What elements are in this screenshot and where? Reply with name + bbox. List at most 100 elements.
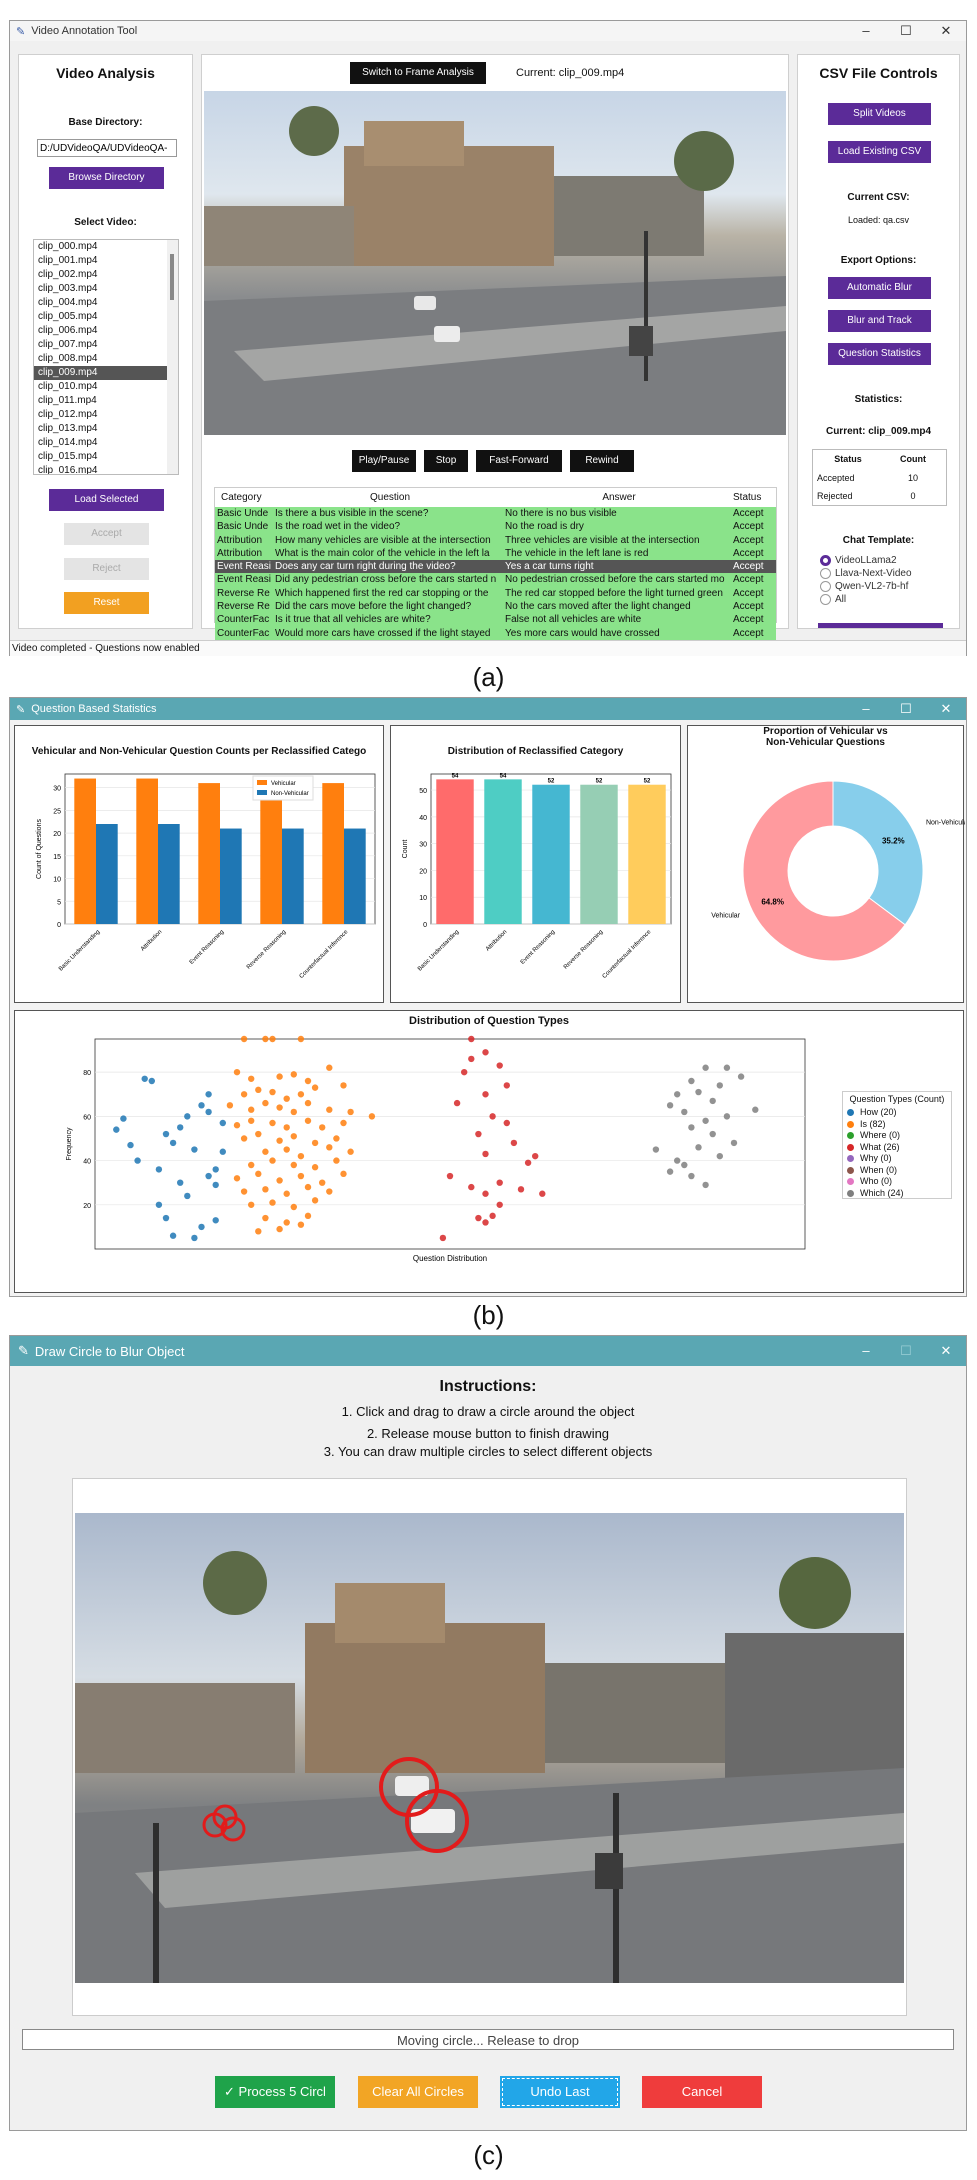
scatter-point (269, 1157, 276, 1164)
split-videos-button[interactable]: Split Videos (828, 103, 931, 125)
blur-and-track-button[interactable]: Blur and Track (828, 310, 931, 332)
chart-panel-grouped: Vehicular and Non-Vehicular Question Cou… (14, 725, 384, 1003)
template-radio[interactable]: Qwen-VL2-7b-hf (820, 580, 912, 593)
browse-directory-button[interactable]: Browse Directory (49, 167, 164, 189)
selection-circle[interactable] (220, 1816, 246, 1842)
y-tick-label: 10 (53, 877, 61, 884)
template-radio[interactable]: VideoLLama2 (820, 554, 912, 567)
col-status[interactable]: Status (733, 492, 762, 503)
minimize-icon[interactable]: – (862, 701, 870, 716)
scatter-point (226, 1102, 234, 1109)
scatter-point (723, 1113, 731, 1120)
reject-button[interactable]: Reject (64, 558, 149, 580)
y-tick-label: 40 (419, 815, 427, 822)
video-list-item[interactable]: clip_003.mp4 (38, 283, 98, 294)
switch-frame-analysis-button[interactable]: Switch to Frame Analysis (350, 62, 486, 84)
base-dir-label: Base Directory: (68, 117, 143, 128)
slice-percent: 64.8% (761, 897, 784, 906)
radio-icon[interactable] (820, 594, 831, 605)
scrollbar-thumb[interactable] (170, 254, 174, 300)
stop-button[interactable]: Stop (424, 450, 468, 472)
template-radio[interactable]: All (820, 593, 912, 606)
col-category[interactable]: Category (221, 492, 262, 503)
video-list-item[interactable]: clip_014.mp4 (38, 437, 98, 448)
video-list-item[interactable]: clip_002.mp4 (38, 269, 98, 280)
table-row[interactable]: Event Reasi Did any pedestrian cross befo… (215, 573, 776, 587)
legend-label: When (0) (860, 1164, 898, 1175)
video-list-item[interactable]: clip_000.mp4 (38, 241, 98, 252)
video-list-item[interactable]: clip_010.mp4 (38, 381, 98, 392)
video-list-item[interactable]: clip_005.mp4 (38, 311, 98, 322)
radio-icon[interactable] (820, 568, 831, 579)
close-icon[interactable]: ✕ (940, 701, 952, 716)
maximize-icon[interactable]: ☐ (900, 701, 912, 716)
table-cell: Accept (733, 587, 764, 599)
scatter-point (297, 1172, 305, 1180)
minimize-icon[interactable]: – (862, 23, 870, 38)
scatter-point (340, 1170, 347, 1178)
y-tick-label: 80 (83, 1070, 91, 1077)
close-icon[interactable]: ✕ (940, 1343, 952, 1358)
table-row[interactable]: Attribution What is the main color of the… (215, 546, 776, 561)
cancel-button[interactable]: Cancel (642, 2076, 762, 2108)
video-list-item[interactable]: clip_016.mp4 (38, 465, 98, 475)
base-dir-input[interactable] (37, 139, 177, 157)
stats-rejected-count: 0 (910, 491, 916, 501)
scatter-point (532, 1152, 539, 1160)
accept-button[interactable]: Accept (64, 523, 149, 545)
play-pause-button[interactable]: Play/Pause (352, 450, 416, 472)
table-row[interactable]: CounterFac Is it true that all vehicles a… (215, 613, 776, 627)
qa-table: Category Question Answer Status Basic Un… (214, 487, 777, 640)
table-row[interactable]: Basic Unde Is there a bus visible in the … (215, 507, 776, 521)
col-answer[interactable]: Answer (602, 492, 636, 503)
close-icon[interactable]: ✕ (940, 23, 952, 38)
video-list-item[interactable]: clip_009.mp4 (34, 366, 178, 380)
automatic-blur-button[interactable]: Automatic Blur (828, 277, 931, 299)
template-radio[interactable]: Llava-Next-Video (820, 567, 912, 580)
table-row[interactable]: Reverse Re Which happened first the red c… (215, 586, 776, 601)
feather-icon: ✎ (18, 1343, 29, 1358)
template-label: Llava-Next-Video (835, 568, 912, 579)
video-list-item[interactable]: clip_001.mp4 (38, 255, 98, 266)
scatter-point (248, 1075, 255, 1082)
video-list-item[interactable]: clip_007.mp4 (38, 339, 98, 350)
table-cell: Basic Unde (217, 508, 269, 519)
video-list-item[interactable]: clip_013.mp4 (38, 423, 98, 434)
table-row[interactable]: Reverse Re Did the cars move before the l… (215, 600, 776, 614)
undo-last-button[interactable]: Undo Last (500, 2076, 620, 2108)
col-question[interactable]: Question (369, 492, 411, 503)
radio-icon[interactable] (820, 581, 831, 592)
load-csv-button[interactable]: Load Existing CSV (828, 141, 931, 163)
clear-circles-button[interactable]: Clear All Circles (358, 2076, 478, 2108)
table-row[interactable]: Attribution How many vehicles are visible… (215, 533, 776, 547)
video-list-item[interactable]: clip_004.mp4 (38, 297, 98, 308)
table-row[interactable]: Event Reasi Does any car turn right durin… (215, 560, 776, 574)
chart-panel-category: Distribution of Reclassified Category 0 1… (390, 725, 681, 1003)
video-list-item[interactable]: clip_006.mp4 (38, 325, 98, 336)
load-selected-button[interactable]: Load Selected (49, 489, 164, 511)
fast-forward-button[interactable]: Fast-Forward (476, 450, 562, 472)
maximize-icon[interactable]: ☐ (900, 23, 912, 38)
scatter-point (205, 1091, 212, 1098)
drawing-canvas[interactable] (72, 1478, 907, 2016)
list-scrollbar[interactable] (167, 240, 178, 474)
legend-label: What (26) (860, 1141, 900, 1152)
video-list-item[interactable]: clip_012.mp4 (38, 409, 98, 420)
table-row[interactable]: Basic Unde Is the road wet in the video? N… (215, 520, 776, 534)
video-list-item[interactable]: clip_008.mp4 (38, 353, 98, 364)
scatter-point (297, 1091, 305, 1098)
video-frame[interactable] (204, 91, 786, 435)
table-row[interactable]: CounterFac Would more cars have crossed i… (215, 626, 776, 640)
process-circles-button[interactable]: ✓ Process 5 Circl (215, 2076, 335, 2108)
question-statistics-button[interactable]: Question Statistics (828, 343, 931, 365)
video-list-item[interactable]: clip_011.mp4 (38, 395, 97, 406)
video-list-item[interactable]: clip_015.mp4 (38, 451, 98, 462)
selection-circle[interactable] (405, 1789, 469, 1853)
rewind-button[interactable]: Rewind (570, 450, 634, 472)
radio-icon[interactable] (820, 555, 831, 566)
reset-button[interactable]: Reset (64, 592, 149, 614)
category-bar-chart: 0 10 20 30 40 50 Count 54 Basic Understanding 54 A… (402, 773, 672, 980)
minimize-icon[interactable]: – (862, 1343, 870, 1358)
maximize-icon[interactable]: ☐ (900, 1343, 912, 1358)
